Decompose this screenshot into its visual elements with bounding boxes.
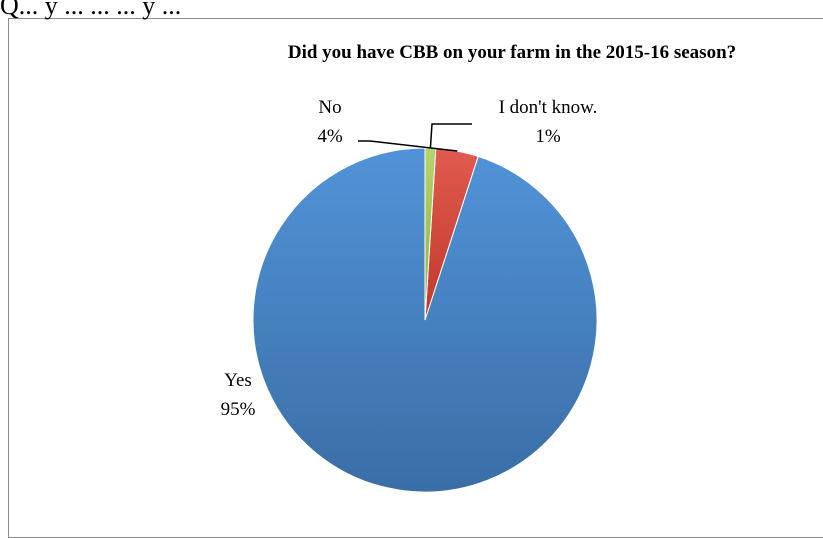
data-label-no-name: No	[318, 97, 341, 118]
data-label-dontknow-value: 1%	[535, 126, 561, 147]
pie-slices	[252, 147, 598, 493]
cut-off-heading: Q... y ... ... ... y ...	[0, 0, 181, 20]
pie-chart: Q... y ... ... ... y ... Did you have CB…	[0, 0, 736, 493]
data-label-dontknow-name: I don't know.	[499, 97, 598, 118]
data-label-no-value: 4%	[317, 126, 343, 147]
pie-slice-yes	[252, 147, 598, 493]
chart-title: Did you have CBB on your farm in the 201…	[288, 42, 736, 63]
data-label-yes-value: 95%	[221, 399, 256, 420]
leader-lines	[358, 123, 472, 152]
leader-line-no	[358, 140, 458, 152]
leader-line-dontknow	[429, 123, 472, 149]
data-label-yes-name: Yes	[224, 370, 252, 391]
